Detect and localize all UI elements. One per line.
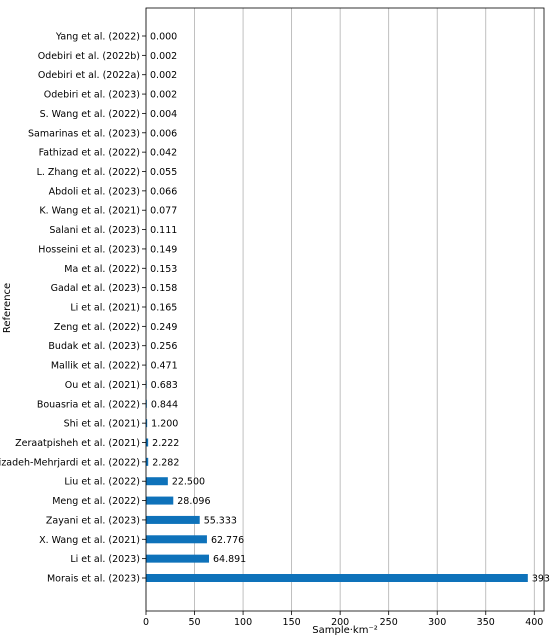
data-label: 393.333: [532, 574, 550, 585]
y-tick-label: Li et al. (2023): [70, 554, 140, 565]
y-tick-label: Salani et al. (2023): [49, 225, 140, 236]
y-tick-label: Taghizadeh-Mehrjardi et al. (2022): [0, 457, 140, 468]
data-label: 0.153: [150, 264, 177, 275]
bar: [146, 477, 168, 486]
data-label: 0.004: [150, 109, 177, 120]
y-tick-label: Gadal et al. (2023): [51, 283, 140, 294]
data-label: 0.158: [150, 283, 177, 294]
x-tick-label: 250: [380, 617, 398, 628]
data-label: 0.249: [150, 322, 177, 333]
data-label: 0.000: [150, 32, 177, 43]
y-tick-label: Ou et al. (2021): [65, 380, 140, 391]
data-label: 2.282: [152, 457, 179, 468]
x-tick-label: 100: [234, 617, 252, 628]
data-label: 28.096: [177, 496, 210, 507]
data-label: 55.333: [204, 515, 237, 526]
y-tick-label: Odebiri et al. (2022b): [38, 51, 140, 62]
y-tick-label: Odebiri et al. (2022a): [38, 70, 140, 81]
y-tick-label: Fathizad et al. (2022): [39, 148, 140, 159]
y-tick-label: Samarinas et al. (2023): [28, 128, 140, 139]
x-tick-label: 200: [331, 617, 349, 628]
bar: [146, 515, 200, 524]
y-tick-label: Yang et al. (2022): [55, 32, 140, 43]
data-label: 0.042: [150, 148, 177, 159]
data-label: 0.002: [150, 51, 177, 62]
axis-layer: 0 50 100 150 200 250 300 350 400 Yang et al. (202…: [0, 7, 545, 628]
y-tick-label: Ma et al. (2022): [64, 264, 140, 275]
y-tick-label: Morais et al. (2023): [47, 574, 140, 585]
x-tick-label: 300: [428, 617, 446, 628]
data-label: 0.006: [150, 128, 177, 139]
data-label: 0.844: [151, 399, 178, 410]
y-tick-label: Budak et al. (2023): [48, 341, 140, 352]
bar: [146, 535, 207, 544]
data-label: 0.002: [150, 70, 177, 81]
bar: [146, 399, 147, 408]
plot-frame: [145, 7, 545, 612]
bar: [146, 496, 174, 505]
bar: [146, 574, 528, 582]
data-label: 0.055: [150, 167, 177, 178]
y-tick-label: S. Wang et al. (2022): [40, 109, 140, 120]
y-tick-label: Li et al. (2021): [70, 303, 140, 314]
x-axis-title: Sample·km⁻²: [312, 625, 378, 636]
y-tick-label: L. Zhang et al. (2022): [37, 167, 140, 178]
data-label: 0.683: [151, 380, 178, 391]
y-axis-title: Reference: [2, 283, 13, 333]
bar: [146, 419, 148, 428]
data-label: 0.077: [150, 206, 177, 217]
y-tick-label: Abdoli et al. (2023): [49, 186, 140, 197]
data-label: 0.149: [150, 244, 177, 255]
x-tick-label: 400: [525, 617, 543, 628]
y-tick-label: Zayani et al. (2023): [46, 515, 140, 526]
data-label: 0.066: [150, 186, 177, 197]
x-tick-label: 0: [143, 617, 149, 628]
y-tick-label: Bouasria et al. (2022): [37, 399, 140, 410]
y-tick-label: Zeng et al. (2022): [54, 322, 140, 333]
data-label: 0.165: [150, 303, 177, 314]
y-tick-label: Mallik et al. (2022): [51, 361, 140, 372]
y-tick-label: Zeraatpisheh et al. (2021): [15, 438, 140, 449]
bar: [146, 554, 209, 563]
bar: [146, 438, 149, 447]
data-label: 2.222: [152, 438, 179, 449]
data-label: 0.471: [150, 361, 177, 372]
bar: [146, 457, 149, 466]
data-label: 62.776: [211, 535, 244, 546]
y-tick-label: Meng et al. (2022): [52, 496, 140, 507]
y-tick-label: Hosseini et al. (2023): [38, 244, 140, 255]
data-label: 1.200: [151, 419, 178, 430]
y-tick-label: Liu et al. (2022): [64, 477, 140, 488]
x-tick-label: 350: [477, 617, 495, 628]
x-tick-label: 150: [283, 617, 301, 628]
y-tick-label: Odebiri et al. (2023): [44, 90, 140, 101]
data-label: 22.500: [172, 477, 205, 488]
y-tick-label: Shi et al. (2021): [64, 419, 140, 430]
data-label-layer: 0.000 0.002 0.002 0.002 0.004 0.006 0.042 0.055…: [150, 32, 550, 585]
data-label: 0.111: [150, 225, 177, 236]
data-label: 64.891: [213, 554, 246, 565]
y-tick-label: K. Wang et al. (2021): [39, 206, 140, 217]
y-tick-label: X. Wang et al. (2021): [39, 535, 140, 546]
data-label: 0.002: [150, 90, 177, 101]
grid-layer: [145, 8, 535, 611]
data-label: 0.256: [150, 341, 177, 352]
x-tick-label: 50: [188, 617, 200, 628]
